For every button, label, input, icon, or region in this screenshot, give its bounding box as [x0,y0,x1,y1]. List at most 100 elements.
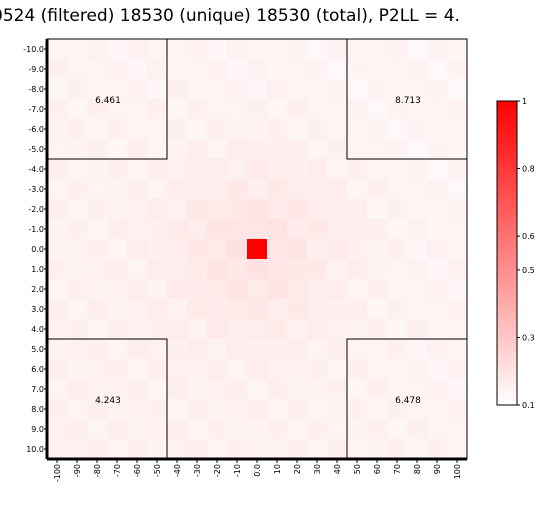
heatmap-cell [147,319,167,339]
heatmap-cell [347,39,367,59]
heatmap-cell [127,359,147,379]
heatmap-cell [47,79,67,99]
heatmap-cell [267,179,287,199]
heatmap-cell [227,99,247,119]
heatmap-cell [207,279,227,299]
heatmap-cell [107,179,127,199]
heatmap-cell [87,159,107,179]
heatmap-cell [227,79,247,99]
heatmap-cell [267,319,287,339]
heatmap-cell [327,79,347,99]
x-tick-label: 50 [353,464,362,474]
heatmap-cell [427,199,447,219]
heatmap-cell [447,419,467,439]
heatmap-cell [127,239,147,259]
heatmap-cell [247,239,267,259]
heatmap-cell [347,219,367,239]
heatmap-cell [427,79,447,99]
heatmap-cell [447,179,467,199]
heatmap-cell [67,339,87,359]
heatmap-cell [347,119,367,139]
heatmap-cell [447,279,467,299]
heatmap-cell [427,179,447,199]
heatmap-cell [367,419,387,439]
heatmap-cell [427,139,447,159]
x-tick-label: 60 [373,464,382,474]
heatmap-cell [287,239,307,259]
heatmap-cell [247,339,267,359]
heatmap-cell [327,59,347,79]
x-tick-label: -80 [93,464,102,477]
heatmap-cell [67,159,87,179]
corner-value-top-right: 8.713 [395,96,421,106]
heatmap-cell [107,119,127,139]
heatmap-cell [167,239,187,259]
heatmap-cell [447,259,467,279]
heatmap-cell [327,199,347,219]
heatmap-cell [407,339,427,359]
heatmap-cell [127,399,147,419]
heatmap-cell [187,379,207,399]
heatmap-cell [307,319,327,339]
heatmap-cell [127,319,147,339]
heatmap-cell [447,39,467,59]
heatmap-cell [107,259,127,279]
heatmap-cell [327,299,347,319]
heatmap-cell [167,379,187,399]
heatmap-cell [207,219,227,239]
heatmap-cell [127,419,147,439]
heatmap-cell [147,299,167,319]
heatmap-cell [167,359,187,379]
heatmap-cell [287,119,307,139]
heatmap-cell [147,219,167,239]
heatmap-cell [287,219,307,239]
heatmap-cell [327,439,347,459]
corner-value-bottom-left: 4.243 [95,396,121,406]
heatmap-cell [367,259,387,279]
heatmap-cell [347,259,367,279]
y-tick-label: -7.0 [28,105,44,114]
heatmap-cell [347,379,367,399]
heatmap-cell [347,79,367,99]
heatmap-cell [427,259,447,279]
heatmap-cell [147,159,167,179]
heatmap-cell [227,239,247,259]
heatmap-cell [147,59,167,79]
heatmap-cell [67,259,87,279]
heatmap-cell [267,39,287,59]
heatmap-cell [327,259,347,279]
corner-value-bottom-right: 6.478 [395,396,421,406]
heatmap-cell [47,59,67,79]
heatmap-cell [307,359,327,379]
heatmap-cell [227,259,247,279]
heatmap-cell [367,99,387,119]
heatmap-cell [387,139,407,159]
heatmap-cell [47,339,67,359]
heatmap-cell [167,219,187,239]
heatmap-cell [227,279,247,299]
heatmap-cell [187,199,207,219]
heatmap-cell [287,159,307,179]
heatmap-cell [247,39,267,59]
heatmap-cell [447,239,467,259]
heatmap-cell [447,299,467,319]
heatmap-cell [207,159,227,179]
heatmap-cell [167,99,187,119]
heatmap-cell [147,279,167,299]
heatmap-cell [247,359,267,379]
heatmap-cell [47,359,67,379]
heatmap-cell [127,179,147,199]
colorbar-tick-label: 0.8 [522,165,535,174]
heatmap-cell [127,379,147,399]
heatmap-cell [307,39,327,59]
heatmap-cell [127,139,147,159]
heatmap-cell [47,279,67,299]
heatmap-cell [287,139,307,159]
heatmap-cell [47,239,67,259]
heatmap-cell [447,139,467,159]
heatmap-cell [47,219,67,239]
heatmap-cell [327,119,347,139]
heatmap-cell [427,439,447,459]
heatmap-cell [207,239,227,259]
heatmap-cell [447,319,467,339]
